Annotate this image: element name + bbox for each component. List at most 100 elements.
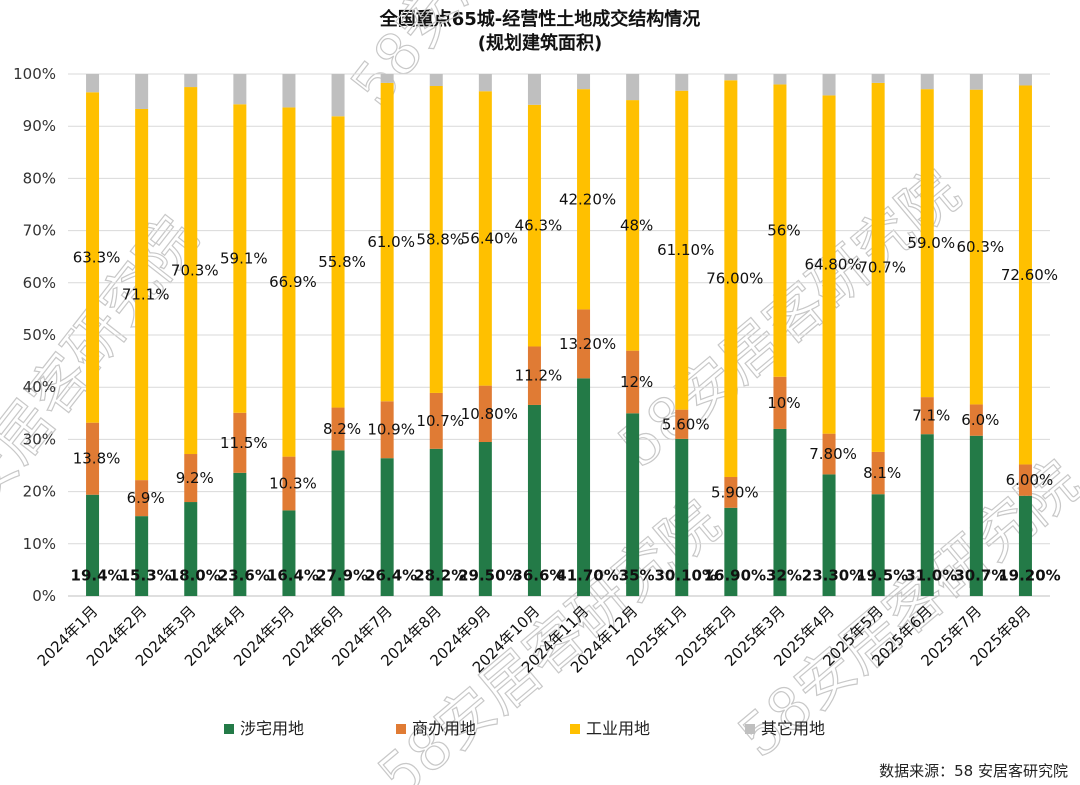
bar-segment-industrial [675, 90, 689, 410]
data-label-industrial: 48% [620, 216, 653, 234]
bar-segment-commercial [1018, 464, 1032, 496]
bar-segment-industrial [429, 86, 443, 393]
data-label-industrial: 71.1% [122, 286, 170, 304]
bar-segment-residential [773, 428, 787, 596]
bar-segment-other [626, 74, 640, 101]
bar-segment-industrial [626, 100, 640, 351]
legend-swatch-industrial [570, 724, 580, 734]
bar-segment-other [871, 74, 885, 83]
data-label-industrial: 56% [767, 222, 800, 240]
bar-segment-other [920, 74, 934, 90]
legend-swatch-other [745, 724, 755, 734]
data-label-industrial: 61.10% [657, 241, 714, 259]
legend-swatch-residential [224, 724, 234, 734]
chart-title-line1: 全国重点65城-经营性土地成交结构情况 [379, 9, 701, 30]
data-label-commercial: 8.1% [863, 464, 901, 482]
bar-segment-residential [478, 442, 492, 596]
data-label-residential: 29.50% [458, 566, 520, 584]
data-label-residential: 27.9% [316, 566, 368, 584]
bar-segment-residential [626, 413, 640, 596]
bar-segment-industrial [86, 92, 100, 423]
data-label-residential: 19.4% [71, 566, 123, 584]
chart-title-line2: (规划建筑面积) [477, 33, 603, 54]
legend-label-residential: 涉宅用地 [240, 719, 304, 738]
bar-segment-residential [577, 378, 591, 596]
bar-segment-commercial [724, 476, 738, 508]
bar-segment-residential [135, 516, 149, 596]
data-label-residential: 28.2% [414, 566, 466, 584]
data-label-commercial: 11.5% [220, 434, 268, 452]
bar-segment-residential [429, 448, 443, 596]
bar-segment-industrial [773, 84, 787, 377]
data-label-residential: 23.6% [218, 566, 270, 584]
data-label-commercial: 5.60% [662, 415, 710, 433]
bar-segment-other [1018, 74, 1032, 86]
bar-segment-commercial [478, 385, 492, 443]
data-label-commercial: 9.2% [176, 469, 214, 487]
data-label-residential: 16.90% [704, 566, 766, 584]
data-label-residential: 23.30% [802, 566, 864, 584]
bar-segment-commercial [429, 392, 443, 449]
bar-segment-industrial [282, 107, 296, 457]
data-label-residential: 18.0% [169, 566, 221, 584]
data-label-commercial: 13.20% [559, 335, 616, 353]
legend-swatch-commercial [396, 724, 406, 734]
bar-segment-commercial [871, 451, 885, 495]
bar-segment-other [773, 74, 787, 85]
bar-segment-industrial [478, 91, 492, 386]
data-label-commercial: 12% [620, 373, 653, 391]
bar-segment-commercial [577, 309, 591, 379]
bar-segment-commercial [822, 433, 836, 475]
data-label-commercial: 10.7% [416, 412, 464, 430]
y-tick-label: 60% [23, 274, 56, 292]
bar-segment-commercial [184, 454, 198, 503]
bar-segment-commercial [527, 346, 541, 405]
bar-segment-commercial [331, 407, 345, 451]
bar-segment-residential [724, 507, 738, 596]
data-label-residential: 31.0% [905, 566, 957, 584]
data-label-residential: 26.4% [365, 566, 417, 584]
bar-segment-residential [86, 494, 100, 596]
data-label-residential: 41.70% [556, 566, 618, 584]
bar-segment-other [282, 74, 296, 108]
bar-segment-other [380, 74, 394, 83]
bar-segment-residential [1018, 495, 1032, 596]
data-label-industrial: 72.60% [1001, 266, 1058, 284]
bar-segment-residential [969, 435, 983, 596]
data-label-industrial: 70.7% [858, 258, 906, 276]
data-label-commercial: 6.0% [961, 411, 999, 429]
data-label-residential: 19.20% [998, 566, 1060, 584]
bar-segment-commercial [920, 397, 934, 435]
bar-segment-industrial [920, 89, 934, 398]
bar-segment-residential [331, 450, 345, 596]
bar-segment-residential [184, 502, 198, 596]
bar-segment-other [822, 74, 836, 96]
data-label-commercial: 10% [767, 394, 800, 412]
legend-label-commercial: 商办用地 [412, 719, 476, 738]
y-tick-label: 20% [23, 483, 56, 501]
data-label-commercial: 10.9% [367, 421, 415, 439]
bar-segment-industrial [871, 82, 885, 452]
bar-segment-other [527, 74, 541, 105]
bars [86, 74, 1032, 596]
y-tick-label: 80% [23, 169, 56, 187]
bar-segment-residential [282, 510, 296, 596]
legend-label-industrial: 工业用地 [586, 719, 650, 738]
bar-segment-industrial [969, 89, 983, 405]
y-tick-label: 100% [13, 65, 56, 83]
bar-segment-residential [822, 474, 836, 596]
data-label-residential: 16.4% [267, 566, 319, 584]
data-label-industrial: 64.80% [804, 256, 861, 274]
bar-segment-industrial [527, 104, 541, 347]
data-label-industrial: 60.3% [957, 238, 1005, 256]
bar-segment-industrial [380, 82, 394, 402]
data-label-commercial: 7.80% [809, 445, 857, 463]
bar-segment-residential [380, 458, 394, 596]
bar-segment-industrial [331, 116, 345, 408]
bar-segment-industrial [577, 89, 591, 310]
source-note: 数据来源：58 安居客研究院 [879, 762, 1068, 780]
y-tick-label: 30% [23, 430, 56, 448]
bar-segment-industrial [233, 104, 247, 413]
bar-segment-residential [527, 404, 541, 596]
